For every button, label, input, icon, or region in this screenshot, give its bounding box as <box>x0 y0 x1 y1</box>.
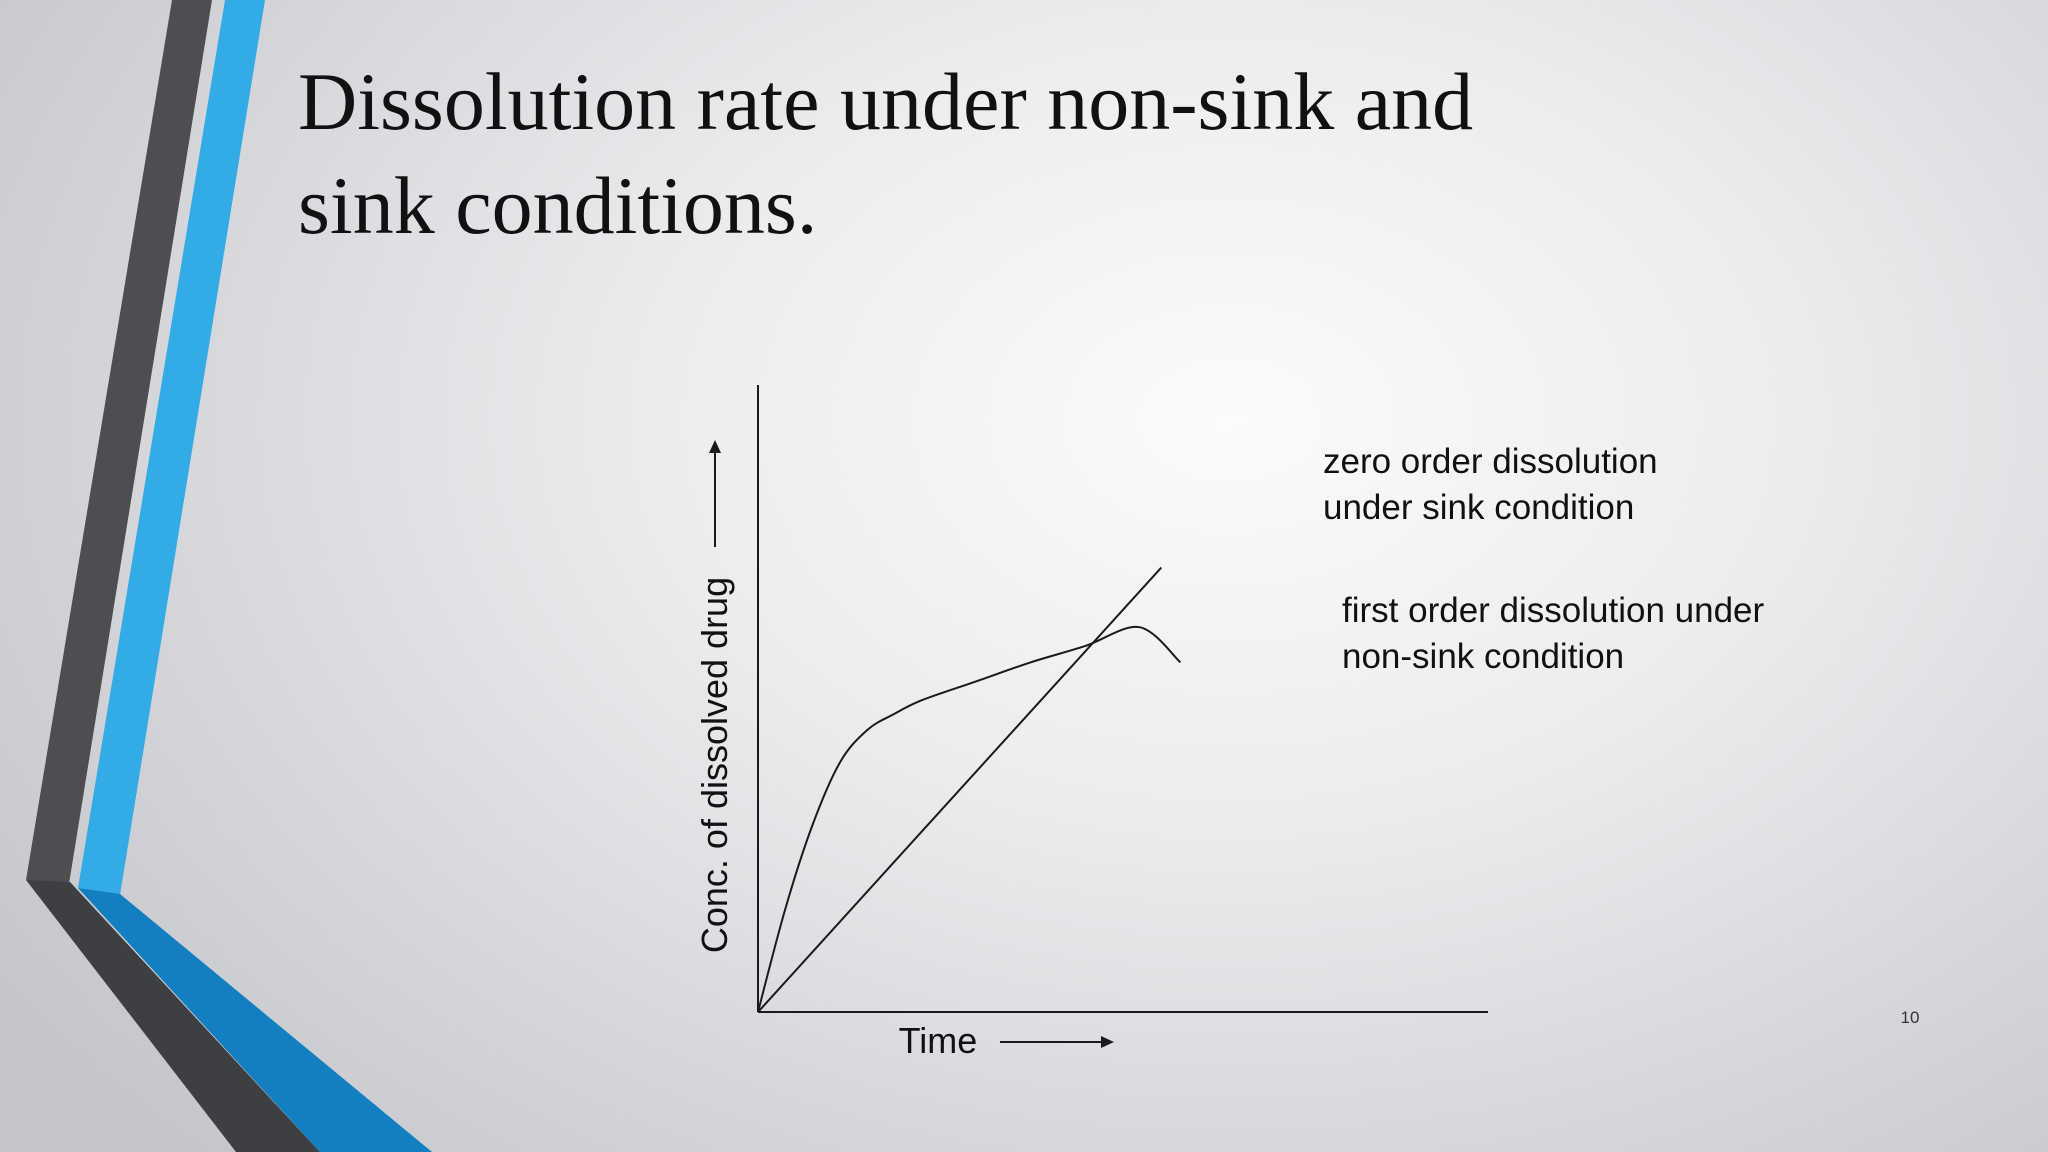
slide-number: 10 <box>1900 1008 1920 1027</box>
series-label-zero-order: zero order dissolution under sink condit… <box>1323 442 1667 527</box>
x-axis-label: Time <box>899 1020 978 1061</box>
light-blue-stripe <box>78 0 265 895</box>
series-line-first-order <box>757 625 1182 1013</box>
x-axis-label-group: Time <box>899 1020 1114 1061</box>
series-label-first-order-line-1: first order dissolution under <box>1342 591 1764 630</box>
blue-lower-stripe <box>78 888 432 1152</box>
series-layer <box>757 566 1182 1013</box>
x-axis-arrow-head <box>1101 1036 1114 1048</box>
dark-gray-stripe <box>26 0 212 890</box>
slide-title-line-2: sink conditions. <box>298 160 818 251</box>
slide-title: Dissolution rate under non-sink and sink… <box>298 50 1698 258</box>
y-axis-label: Conc. of dissolved drug <box>694 577 735 953</box>
dark-lower-stripe <box>26 880 320 1152</box>
slide-title-line-1: Dissolution rate under non-sink and <box>298 56 1474 147</box>
series-label-first-order-line-2: non-sink condition <box>1342 637 1624 676</box>
series-label-zero-order-line-1: zero order dissolution <box>1323 442 1658 481</box>
y-axis-arrow-head <box>709 440 721 453</box>
series-label-first-order: first order dissolution under non-sink c… <box>1342 591 1774 676</box>
series-label-zero-order-line-2: under sink condition <box>1323 488 1634 527</box>
y-axis-label-group: Conc. of dissolved drug <box>694 440 735 953</box>
series-line-zero-order <box>757 566 1163 1013</box>
